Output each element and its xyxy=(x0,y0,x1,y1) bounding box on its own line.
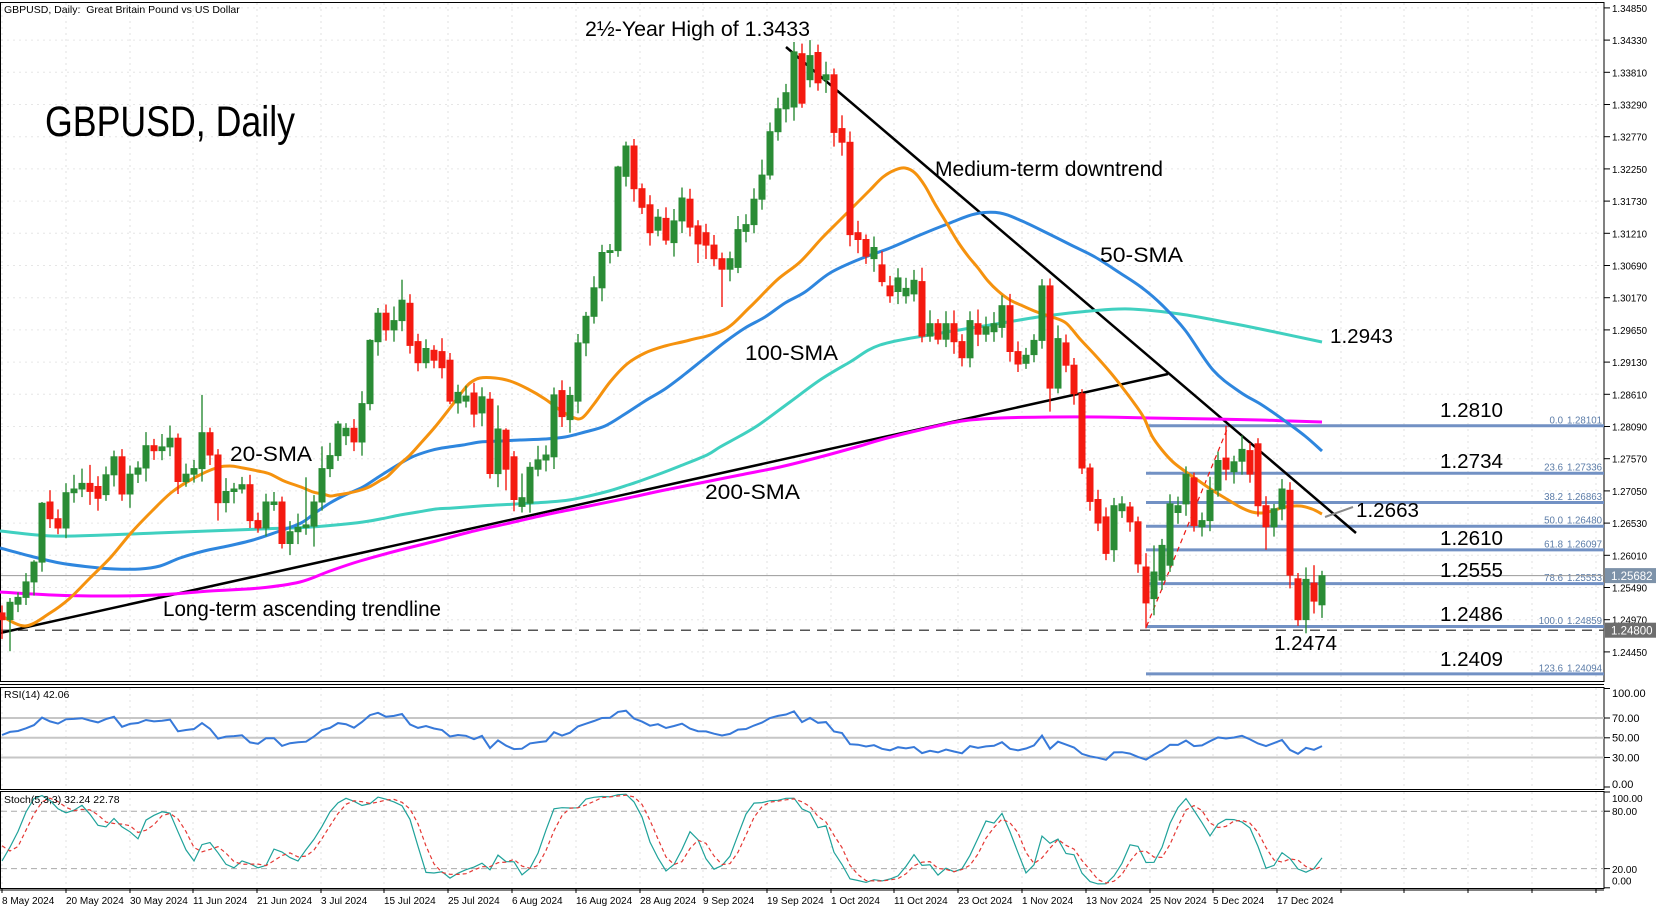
svg-text:1 Oct 2024: 1 Oct 2024 xyxy=(831,896,880,907)
svg-text:1.24094: 1.24094 xyxy=(1567,663,1603,674)
svg-text:3 Jul 2024: 3 Jul 2024 xyxy=(321,896,368,907)
svg-text:1.27050: 1.27050 xyxy=(1612,487,1648,498)
svg-text:50.00: 50.00 xyxy=(1612,733,1640,745)
svg-text:70.00: 70.00 xyxy=(1612,713,1640,725)
svg-text:80.00: 80.00 xyxy=(1612,807,1637,818)
svg-text:200-SMA: 200-SMA xyxy=(705,481,800,504)
svg-text:1.32770: 1.32770 xyxy=(1612,133,1648,144)
svg-text:1.28610: 1.28610 xyxy=(1612,390,1648,401)
svg-text:1.33290: 1.33290 xyxy=(1612,101,1648,112)
svg-text:1.25553: 1.25553 xyxy=(1567,573,1602,584)
svg-text:1.33810: 1.33810 xyxy=(1612,68,1648,79)
svg-text:1.2555: 1.2555 xyxy=(1440,560,1503,582)
svg-text:1.30690: 1.30690 xyxy=(1612,262,1648,273)
svg-text:28 Aug 2024: 28 Aug 2024 xyxy=(640,896,697,907)
svg-text:1.25490: 1.25490 xyxy=(1612,584,1648,595)
svg-text:1.34850: 1.34850 xyxy=(1612,4,1648,15)
svg-text:1.29650: 1.29650 xyxy=(1612,326,1648,337)
svg-text:20.00: 20.00 xyxy=(1612,865,1637,876)
svg-text:23 Oct 2024: 23 Oct 2024 xyxy=(958,896,1013,907)
svg-text:100.00: 100.00 xyxy=(1612,688,1646,700)
svg-text:50.0: 50.0 xyxy=(1544,516,1563,527)
svg-text:30 May 2024: 30 May 2024 xyxy=(130,896,188,907)
svg-text:11 Oct 2024: 11 Oct 2024 xyxy=(894,896,948,907)
svg-text:20-SMA: 20-SMA xyxy=(230,443,312,466)
svg-text:11 Jun 2024: 11 Jun 2024 xyxy=(193,896,248,907)
svg-text:2½-Year High of 1.3433: 2½-Year High of 1.3433 xyxy=(585,18,810,41)
svg-text:17 Dec 2024: 17 Dec 2024 xyxy=(1277,896,1334,907)
svg-text:21 Jun 2024: 21 Jun 2024 xyxy=(257,896,312,907)
svg-text:1.26530: 1.26530 xyxy=(1612,519,1648,530)
svg-text:8 May 2024: 8 May 2024 xyxy=(2,896,55,907)
svg-text:Medium-term downtrend: Medium-term downtrend xyxy=(935,158,1163,181)
svg-text:25 Nov 2024: 25 Nov 2024 xyxy=(1150,896,1207,907)
svg-text:9 Sep 2024: 9 Sep 2024 xyxy=(703,896,755,907)
svg-text:Stoch(5,3,3) 32.24 22.78: Stoch(5,3,3) 32.24 22.78 xyxy=(4,794,120,806)
svg-text:0.00: 0.00 xyxy=(1612,877,1632,888)
svg-text:13 Nov 2024: 13 Nov 2024 xyxy=(1086,896,1143,907)
svg-text:1.24970: 1.24970 xyxy=(1612,616,1648,627)
svg-text:1.24859: 1.24859 xyxy=(1567,616,1602,627)
svg-text:1.29130: 1.29130 xyxy=(1612,358,1648,369)
svg-text:0.0: 0.0 xyxy=(1550,415,1564,426)
svg-text:1.27570: 1.27570 xyxy=(1612,455,1648,466)
svg-text:1.2610: 1.2610 xyxy=(1440,528,1503,550)
svg-text:Long-term ascending trendline: Long-term ascending trendline xyxy=(163,598,441,621)
svg-text:1.34330: 1.34330 xyxy=(1612,36,1648,47)
svg-text:6 Aug 2024: 6 Aug 2024 xyxy=(512,896,563,907)
svg-text:1.2409: 1.2409 xyxy=(1440,649,1503,671)
svg-text:1.2474: 1.2474 xyxy=(1274,633,1337,655)
svg-text:1.2734: 1.2734 xyxy=(1440,451,1503,473)
svg-text:1.26863: 1.26863 xyxy=(1567,492,1602,503)
svg-text:38.2: 38.2 xyxy=(1544,492,1563,503)
svg-text:1.32250: 1.32250 xyxy=(1612,165,1648,176)
svg-text:16 Aug 2024: 16 Aug 2024 xyxy=(576,896,633,907)
svg-text:GBPUSD, Daily: Great Britain: GBPUSD, Daily: Great Britain Pound vs US… xyxy=(4,4,240,16)
svg-text:1.2943: 1.2943 xyxy=(1330,326,1393,348)
svg-text:61.8: 61.8 xyxy=(1544,539,1563,550)
svg-text:30.00: 30.00 xyxy=(1612,753,1640,765)
svg-text:1.26010: 1.26010 xyxy=(1612,551,1648,562)
svg-text:1.31210: 1.31210 xyxy=(1612,229,1648,240)
svg-text:15 Jul 2024: 15 Jul 2024 xyxy=(384,896,436,907)
svg-text:1.28090: 1.28090 xyxy=(1612,423,1648,434)
svg-text:25 Jul 2024: 25 Jul 2024 xyxy=(448,896,500,907)
svg-text:RSI(14) 42.06: RSI(14) 42.06 xyxy=(4,689,70,701)
svg-text:1.2486: 1.2486 xyxy=(1440,604,1503,626)
svg-text:19 Sep 2024: 19 Sep 2024 xyxy=(767,896,824,907)
svg-text:GBPUSD, Daily: GBPUSD, Daily xyxy=(45,98,295,146)
svg-text:1.26480: 1.26480 xyxy=(1567,516,1603,527)
svg-text:1.26097: 1.26097 xyxy=(1567,539,1602,550)
svg-text:0.00: 0.00 xyxy=(1612,779,1633,791)
svg-text:123.6: 123.6 xyxy=(1539,663,1563,674)
svg-text:20 May 2024: 20 May 2024 xyxy=(66,896,124,907)
svg-text:1.24800: 1.24800 xyxy=(1611,626,1653,638)
svg-text:1.31730: 1.31730 xyxy=(1612,197,1648,208)
svg-text:1 Nov 2024: 1 Nov 2024 xyxy=(1022,896,1074,907)
svg-text:1.25682: 1.25682 xyxy=(1611,571,1653,583)
svg-text:1.2810: 1.2810 xyxy=(1440,400,1503,422)
svg-text:78.6: 78.6 xyxy=(1544,573,1563,584)
svg-text:100.00: 100.00 xyxy=(1612,794,1643,805)
svg-text:1.24450: 1.24450 xyxy=(1612,648,1648,659)
svg-text:1.28101: 1.28101 xyxy=(1567,415,1602,426)
svg-text:1.2663: 1.2663 xyxy=(1356,500,1419,522)
svg-text:23.6: 23.6 xyxy=(1544,463,1563,474)
svg-text:1.30170: 1.30170 xyxy=(1612,294,1648,305)
svg-text:1.27336: 1.27336 xyxy=(1567,463,1602,474)
svg-text:100.0: 100.0 xyxy=(1539,616,1564,627)
svg-text:5 Dec 2024: 5 Dec 2024 xyxy=(1213,896,1265,907)
svg-text:100-SMA: 100-SMA xyxy=(745,342,838,365)
svg-text:50-SMA: 50-SMA xyxy=(1100,244,1183,267)
